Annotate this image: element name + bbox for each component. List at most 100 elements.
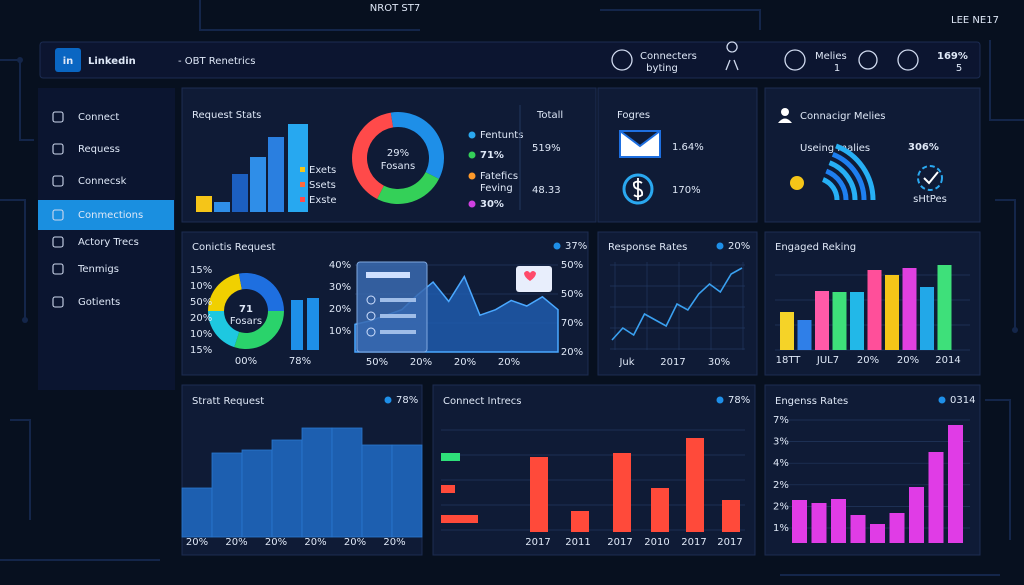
axis-label: 20% — [344, 537, 366, 548]
brand: Linkedin — [88, 56, 136, 67]
big-number: 1.64% — [672, 142, 704, 153]
axis-label: 20% — [454, 357, 476, 368]
logo-box — [55, 48, 81, 72]
active-item — [38, 200, 174, 230]
axis-label: 20% — [561, 347, 583, 358]
axis-label: 2017 — [660, 357, 685, 368]
bar — [937, 265, 952, 350]
badge: 78% — [396, 395, 418, 406]
axis-label: 2010 — [644, 537, 669, 548]
donut-segment — [208, 311, 240, 348]
axis-label: 4% — [773, 458, 789, 469]
big-number: 170% — [672, 185, 701, 196]
donut-segment — [208, 273, 242, 311]
axis-label: 30% — [708, 357, 730, 368]
legend-swatch — [300, 182, 305, 187]
axis-label: 00% — [235, 356, 257, 367]
hbar — [441, 485, 455, 493]
note: Useing malies — [800, 143, 870, 154]
sidebar-item[interactable]: Gotients — [78, 297, 120, 308]
legend-dot — [716, 396, 724, 404]
axis-label: 20% — [857, 355, 879, 366]
sidebar-icon — [52, 175, 64, 187]
header-bar — [39, 41, 981, 79]
big-number: 48.33 — [532, 185, 561, 196]
bar — [196, 196, 212, 212]
bar — [307, 298, 319, 350]
badge: 20% — [728, 241, 750, 252]
bar — [867, 270, 882, 350]
sidebar — [38, 88, 175, 390]
axis-label: 20% — [186, 537, 208, 548]
axis-label: 7% — [773, 415, 789, 426]
hbar — [441, 453, 460, 461]
card-icon — [366, 311, 376, 321]
bar — [722, 500, 740, 532]
bar — [291, 300, 303, 350]
axis-label: 2014 — [935, 355, 960, 366]
axis-label: 78% — [289, 356, 311, 367]
axis-label: 2017 — [607, 537, 632, 548]
axis-label: 2017 — [681, 537, 706, 548]
donut-segment — [238, 273, 284, 311]
legend-dot — [384, 396, 392, 404]
signal-arc — [825, 168, 849, 201]
chat-bubble — [516, 266, 552, 292]
bar — [889, 513, 905, 543]
axis-label: JUL7 — [816, 355, 839, 366]
axis-label: 1% — [773, 523, 789, 534]
line — [611, 267, 743, 341]
legend-label: 71% — [480, 150, 504, 161]
bar — [613, 453, 631, 532]
sidebar-item[interactable]: Tenmigs — [77, 264, 119, 275]
bar — [214, 202, 230, 212]
hbar — [441, 515, 478, 523]
bar — [902, 268, 917, 350]
axis-label: 2% — [773, 480, 789, 491]
sidebar-item[interactable]: Connect — [78, 112, 119, 123]
signal-arc — [828, 160, 858, 201]
sidebar-item[interactable]: Actory Trecs — [78, 237, 139, 248]
bulb-icon — [790, 176, 804, 190]
badge: 0314 — [950, 395, 975, 406]
sidebar-icon — [52, 143, 64, 155]
bar — [792, 500, 807, 543]
axis-label: 20% — [265, 537, 287, 548]
sidebar-item[interactable]: Connecsk — [78, 176, 127, 187]
axis-label: 30% — [329, 282, 351, 293]
axis-label: 2% — [773, 501, 789, 512]
bar — [920, 287, 934, 350]
legend-label: Fatefics — [480, 171, 518, 182]
axis-label: 20% — [225, 537, 247, 548]
panel — [764, 87, 981, 223]
step-bar — [391, 444, 423, 538]
axis-label: 2011 — [565, 537, 590, 548]
bar — [815, 291, 829, 350]
bar — [232, 174, 248, 212]
legend-swatch — [300, 167, 305, 172]
sidebar-item[interactable]: Requess — [78, 144, 120, 155]
bg-label: NROT ST7 — [370, 3, 420, 14]
legend-label: Feving — [480, 183, 513, 194]
legend-label: Ssets — [309, 180, 336, 191]
panel-title: Connect Intrecs — [443, 396, 522, 407]
card-line — [366, 272, 410, 278]
step-bar — [211, 452, 243, 538]
bar — [571, 511, 589, 532]
panel-title: Engenss Rates — [775, 396, 848, 407]
dollar-sign — [632, 178, 644, 200]
panel-title: Totall — [536, 110, 563, 121]
card-line — [380, 330, 416, 334]
status-sub: 5 — [956, 63, 962, 74]
step-bar — [241, 449, 273, 538]
bar — [870, 524, 885, 543]
axis-label: 20% — [329, 304, 351, 315]
heart-icon — [524, 271, 536, 281]
donut-segment — [377, 172, 439, 204]
bar — [797, 320, 812, 350]
header-title: - OBT Renetrics — [178, 56, 255, 67]
sidebar-item[interactable]: Conmections — [78, 210, 143, 221]
bar — [268, 137, 284, 212]
step-bar — [331, 427, 363, 538]
